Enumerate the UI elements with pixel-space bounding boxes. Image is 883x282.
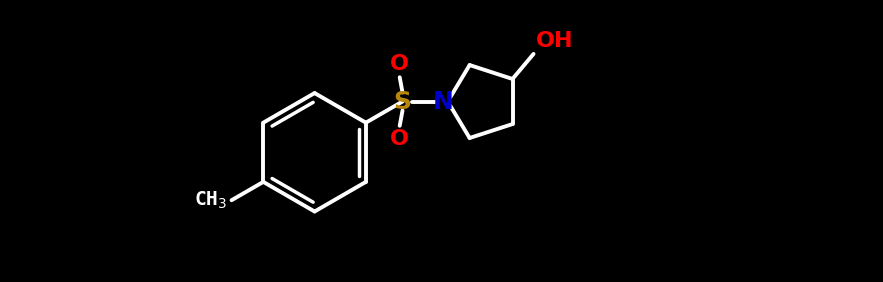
Text: OH: OH: [536, 31, 574, 51]
Text: S: S: [394, 89, 411, 114]
Text: O: O: [390, 54, 409, 74]
Text: O: O: [390, 129, 409, 149]
Text: N: N: [433, 89, 454, 114]
Text: CH$_3$: CH$_3$: [194, 190, 227, 211]
